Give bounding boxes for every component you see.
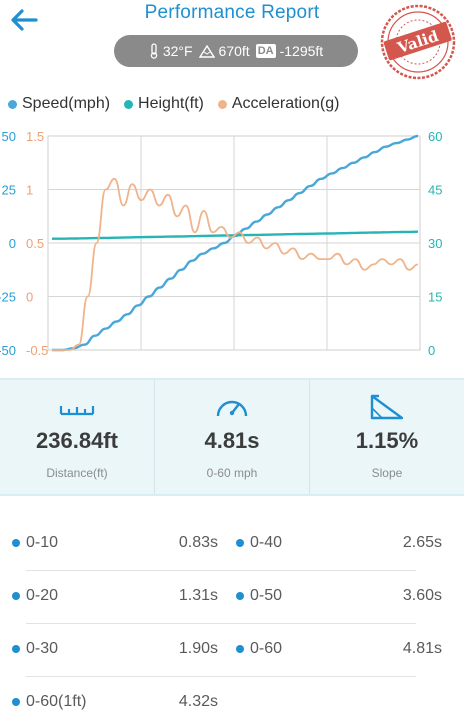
accel-tick-label: 0.5 <box>26 236 44 251</box>
mountain-icon <box>198 44 215 58</box>
split-row: 0-60(1ft) 4.32s <box>0 677 464 728</box>
back-button[interactable] <box>8 4 40 36</box>
slope-value: 1.15% <box>355 428 419 453</box>
density-altitude-value: -1295ft <box>279 43 324 59</box>
split-row: 0-30 1.90s 0-60 4.81s <box>0 624 464 677</box>
bullet-icon <box>236 592 244 600</box>
split-label: 0-60(1ft) <box>12 693 86 711</box>
split-label-text: 0-10 <box>26 534 59 551</box>
arrow-left-icon <box>11 9 38 31</box>
legend-acceleration: Acceleration(g) <box>217 95 340 113</box>
acceleration-series-line <box>52 177 419 351</box>
da-badge: DA <box>255 44 276 58</box>
legend-speed-label: Speed(mph) <box>22 95 111 112</box>
distance-value: 236.84ft <box>36 428 118 453</box>
split-value: 2.65s <box>402 534 442 551</box>
split-label-text: 0-60(1ft) <box>26 693 87 710</box>
legend-speed: Speed(mph) <box>8 95 110 113</box>
split-row: 0-20 1.31s 0-50 3.60s <box>0 571 464 624</box>
accel-tick-label: 0 <box>26 290 33 305</box>
speed-tick-label: 0 <box>428 343 435 356</box>
bullet-icon <box>12 539 20 547</box>
row-divider <box>26 623 416 624</box>
temperature-value: 32°F <box>162 43 193 59</box>
time-stat: 4.81s 0-60 mph <box>154 380 309 494</box>
distance-stat: 236.84ft Distance(ft) <box>0 380 154 494</box>
legend-acceleration-dot <box>217 99 227 109</box>
split-label-text: 0-30 <box>26 640 59 657</box>
split-label: 0-50 <box>236 587 282 605</box>
height-tick-label: 50 <box>2 129 16 144</box>
chart-legend: Speed(mph) Height(ft) Acceleration(g) <box>8 95 339 113</box>
conditions-pill: 32°F 670ft DA -1295ft <box>114 35 358 67</box>
speedometer-icon <box>216 400 248 417</box>
height-tick-label: -25 <box>0 290 16 305</box>
bullet-icon <box>12 645 20 653</box>
slope-icon <box>370 394 404 420</box>
split-value: 1.31s <box>178 587 218 604</box>
split-label-text: 0-20 <box>26 587 59 604</box>
split-value: 3.60s <box>402 587 442 604</box>
legend-acceleration-label: Acceleration(g) <box>231 95 340 112</box>
split-label-text: 0-50 <box>250 587 283 604</box>
altitude-value: 670ft <box>218 43 250 59</box>
time-value: 4.81s <box>204 428 260 453</box>
legend-speed-dot <box>8 99 17 109</box>
legend-height-label: Height(ft) <box>138 95 204 112</box>
bullet-icon <box>12 592 20 600</box>
split-label: 0-60 <box>236 640 282 658</box>
legend-height-dot <box>124 99 134 109</box>
speed-tick-label: 15 <box>428 290 442 305</box>
row-divider <box>26 570 416 571</box>
height-tick-label: 25 <box>2 183 16 198</box>
split-value: 0.83s <box>178 534 218 551</box>
time-label: 0-60 mph <box>206 466 258 480</box>
bullet-icon <box>236 645 244 653</box>
split-label-text: 0-60 <box>250 640 283 657</box>
split-value: 4.81s <box>402 640 442 657</box>
slope-stat: 1.15% Slope <box>309 380 464 494</box>
split-label: 0-40 <box>236 534 282 552</box>
speed-tick-label: 60 <box>428 129 442 144</box>
split-label: 0-20 <box>12 587 58 605</box>
ruler-icon <box>59 406 95 416</box>
split-label: 0-10 <box>12 534 58 552</box>
valid-stamp-icon: Valid <box>380 4 456 80</box>
height-tick-label: -50 <box>0 343 16 356</box>
page-title: Performance Report <box>144 2 320 23</box>
density-altitude-item: DA -1295ft <box>255 43 324 59</box>
slope-label: Slope <box>371 466 403 480</box>
split-value: 1.90s <box>178 640 218 657</box>
stats-panel: 236.84ft Distance(ft) 4.81s 0-60 mph 1.1… <box>0 378 464 496</box>
split-row: 0-10 0.83s 0-40 2.65s <box>0 518 464 571</box>
accel-tick-label: 1.5 <box>26 129 44 144</box>
speed-tick-label: 30 <box>428 236 442 251</box>
accel-tick-label: -0.5 <box>26 343 48 356</box>
thermometer-icon <box>150 43 158 59</box>
split-value: 4.32s <box>178 693 218 710</box>
bullet-icon <box>236 539 244 547</box>
distance-label: Distance(ft) <box>46 466 108 480</box>
bullet-icon <box>12 698 20 706</box>
performance-chart[interactable]: 50 1.5 60 25 1 45 0 0.5 30 -25 0 15 -50 -0.5 0 <box>0 128 464 356</box>
altitude-item: 670ft <box>198 43 250 59</box>
split-label: 0-30 <box>12 640 58 658</box>
height-tick-label: 0 <box>9 236 16 251</box>
legend-height: Height(ft) <box>124 95 204 113</box>
temperature-item: 32°F <box>149 43 193 59</box>
accel-tick-label: 1 <box>26 183 33 198</box>
split-label-text: 0-40 <box>250 534 283 551</box>
speed-tick-label: 45 <box>428 183 442 198</box>
row-divider <box>26 676 416 677</box>
